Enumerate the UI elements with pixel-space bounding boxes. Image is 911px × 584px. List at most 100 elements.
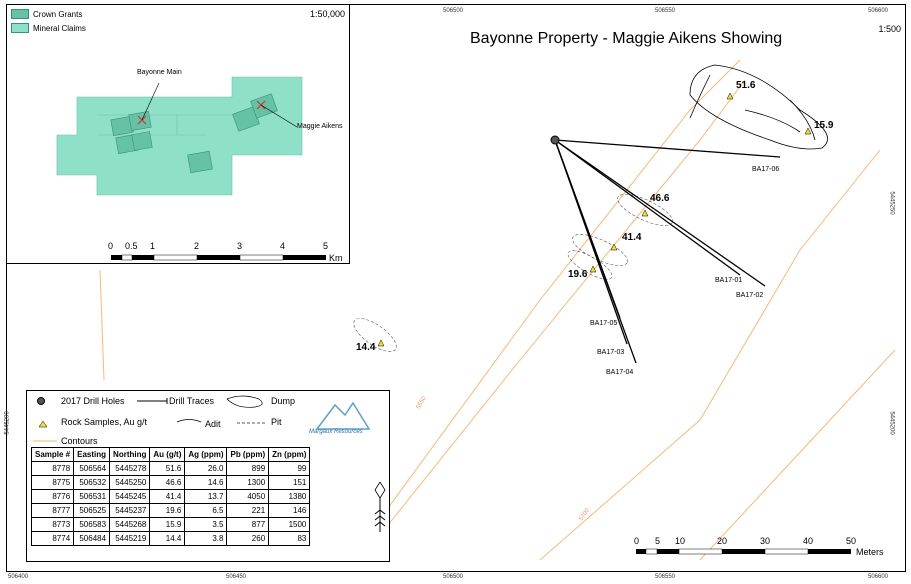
logo-mark — [315, 401, 371, 430]
cell: 5445237 — [109, 503, 151, 518]
contour-line-5 — [99, 269, 105, 381]
pit-3 — [567, 250, 613, 280]
pit-outlines — [353, 194, 673, 352]
scale-tick-50: 50 — [846, 536, 857, 546]
hole-label-ba17-06: BA17-06 — [752, 166, 780, 173]
inset-scale-tick-4: 3 — [237, 241, 243, 251]
cell: 8777 — [30, 503, 75, 518]
inset-scale-seg-4 — [153, 254, 198, 261]
trace-ba17-06 — [554, 139, 781, 158]
table-row: 8778 506564 5445278 51.6 26.0 899 99 — [30, 461, 311, 476]
sample-51-6 — [726, 92, 734, 100]
table-header-row: Sample # Easting Northing Au (g/t) Ag (p… — [30, 447, 311, 462]
cell: 260 — [226, 531, 270, 546]
scale-tick-40: 40 — [803, 536, 814, 546]
legend-adit: Adit — [205, 419, 221, 429]
bayonne-leader — [141, 82, 160, 121]
cell: 221 — [226, 503, 270, 518]
inset-scale-tick-2: 1 — [150, 241, 156, 251]
cell: 1380 — [268, 489, 311, 504]
cell: 8773 — [30, 517, 75, 532]
col-sample: Sample # — [30, 447, 75, 462]
col-northing: Northing — [109, 447, 151, 462]
sample-label-2: 15.9 — [814, 120, 834, 131]
sample-label-3: 46.6 — [650, 193, 670, 204]
crown-grants-area — [110, 93, 278, 174]
inset-scale-tick-6: 5 — [323, 241, 329, 251]
mineral-claims-label: Mineral Claims — [33, 23, 86, 33]
grid-top-4: 506600 — [868, 8, 889, 14]
cell: 3.8 — [184, 531, 228, 546]
inset-label-maggie-aikens: Maggie Aikens — [297, 123, 343, 130]
cell: 13.7 — [184, 489, 228, 504]
cell: 506525 — [73, 503, 111, 518]
cell: 14.6 — [184, 475, 228, 490]
trace-ba17-03 — [554, 139, 628, 345]
scale-unit: Meters — [856, 547, 884, 557]
contour-line-1 — [349, 59, 741, 561]
inset-map: Crown Grants Mineral Claims 1:50,000 — [6, 4, 350, 264]
cell: 51.6 — [149, 461, 186, 476]
cell: 899 — [226, 461, 270, 476]
table-row: 8776 506531 5445245 41.4 13.7 4050 1380 — [30, 489, 311, 504]
legend-dump-symbol — [226, 395, 263, 408]
grant-2 — [128, 111, 152, 131]
col-au: Au (g/t) — [149, 447, 186, 462]
grid-top-2: 506500 — [443, 8, 464, 14]
contour-lines — [99, 59, 896, 561]
crown-grants-swatch — [11, 9, 29, 19]
legend-pit: Pit — [271, 417, 282, 427]
grid-top-3: 506550 — [655, 8, 676, 14]
sample-label-4: 41.4 — [622, 232, 642, 243]
sample-label-6: 14.4 — [356, 342, 376, 353]
cell: 5445250 — [109, 475, 151, 490]
cell: 26.0 — [184, 461, 228, 476]
legend-drill-traces: Drill Traces — [169, 396, 215, 406]
legend-contours: Contours — [61, 436, 98, 446]
north-arrow-icon — [374, 482, 386, 532]
grant-4 — [131, 131, 153, 151]
cell: 8776 — [30, 489, 75, 504]
col-pb: Pb (ppm) — [226, 447, 270, 462]
scale-tick-20: 20 — [717, 536, 728, 546]
cell: 3.5 — [184, 517, 228, 532]
legend-dump: Dump — [271, 396, 296, 406]
pit-2 — [572, 234, 628, 266]
main-scale-bar — [636, 548, 851, 555]
sample-14-4 — [377, 339, 385, 347]
cell: 506531 — [73, 489, 111, 504]
dump-outlines — [689, 64, 828, 150]
inset-scale-tick-3: 2 — [194, 241, 200, 251]
cell: 8775 — [30, 475, 75, 490]
grid-bottom-2: 506450 — [226, 574, 247, 580]
inset-label-bayonne-main: Bayonne Main — [137, 69, 182, 76]
inset-legend-mineral-claims: Mineral Claims — [11, 23, 86, 33]
grid-bottom-1: 506400 — [8, 574, 29, 580]
inset-scale-tick-5: 4 — [280, 241, 286, 251]
sample-15-9 — [804, 127, 812, 135]
cell: 5445268 — [109, 517, 151, 532]
cell: 6.5 — [184, 503, 228, 518]
legend-rock-samples: Rock Samples, Au g/t — [61, 417, 148, 427]
inset-scale-bar — [111, 254, 326, 261]
cell: 19.6 — [149, 503, 186, 518]
crown-grants-label: Crown Grants — [33, 9, 83, 19]
inset-scale-seg-3 — [132, 255, 154, 260]
map-title: Bayonne Property - Maggie Aikens Showing — [470, 30, 783, 47]
inset-scale-tick-0: 0 — [108, 241, 114, 251]
cell: 506583 — [73, 517, 111, 532]
cell: 15.9 — [149, 517, 186, 532]
cell: 5445245 — [109, 489, 151, 504]
col-zn: Zn (ppm) — [268, 447, 311, 462]
mineral-claims-area — [56, 76, 303, 196]
cell: 46.6 — [149, 475, 186, 490]
rock-samples — [377, 92, 812, 347]
samples-table: Sample # Easting Northing Au (g/t) Ag (p… — [30, 447, 311, 546]
legend-drill-hole-symbol — [37, 397, 45, 405]
grant-5 — [187, 150, 213, 174]
sample-19-6 — [589, 265, 597, 273]
hole-label-ba17-05: BA17-05 — [590, 320, 618, 327]
cell: 506564 — [73, 461, 111, 476]
drill-collar — [550, 135, 560, 145]
